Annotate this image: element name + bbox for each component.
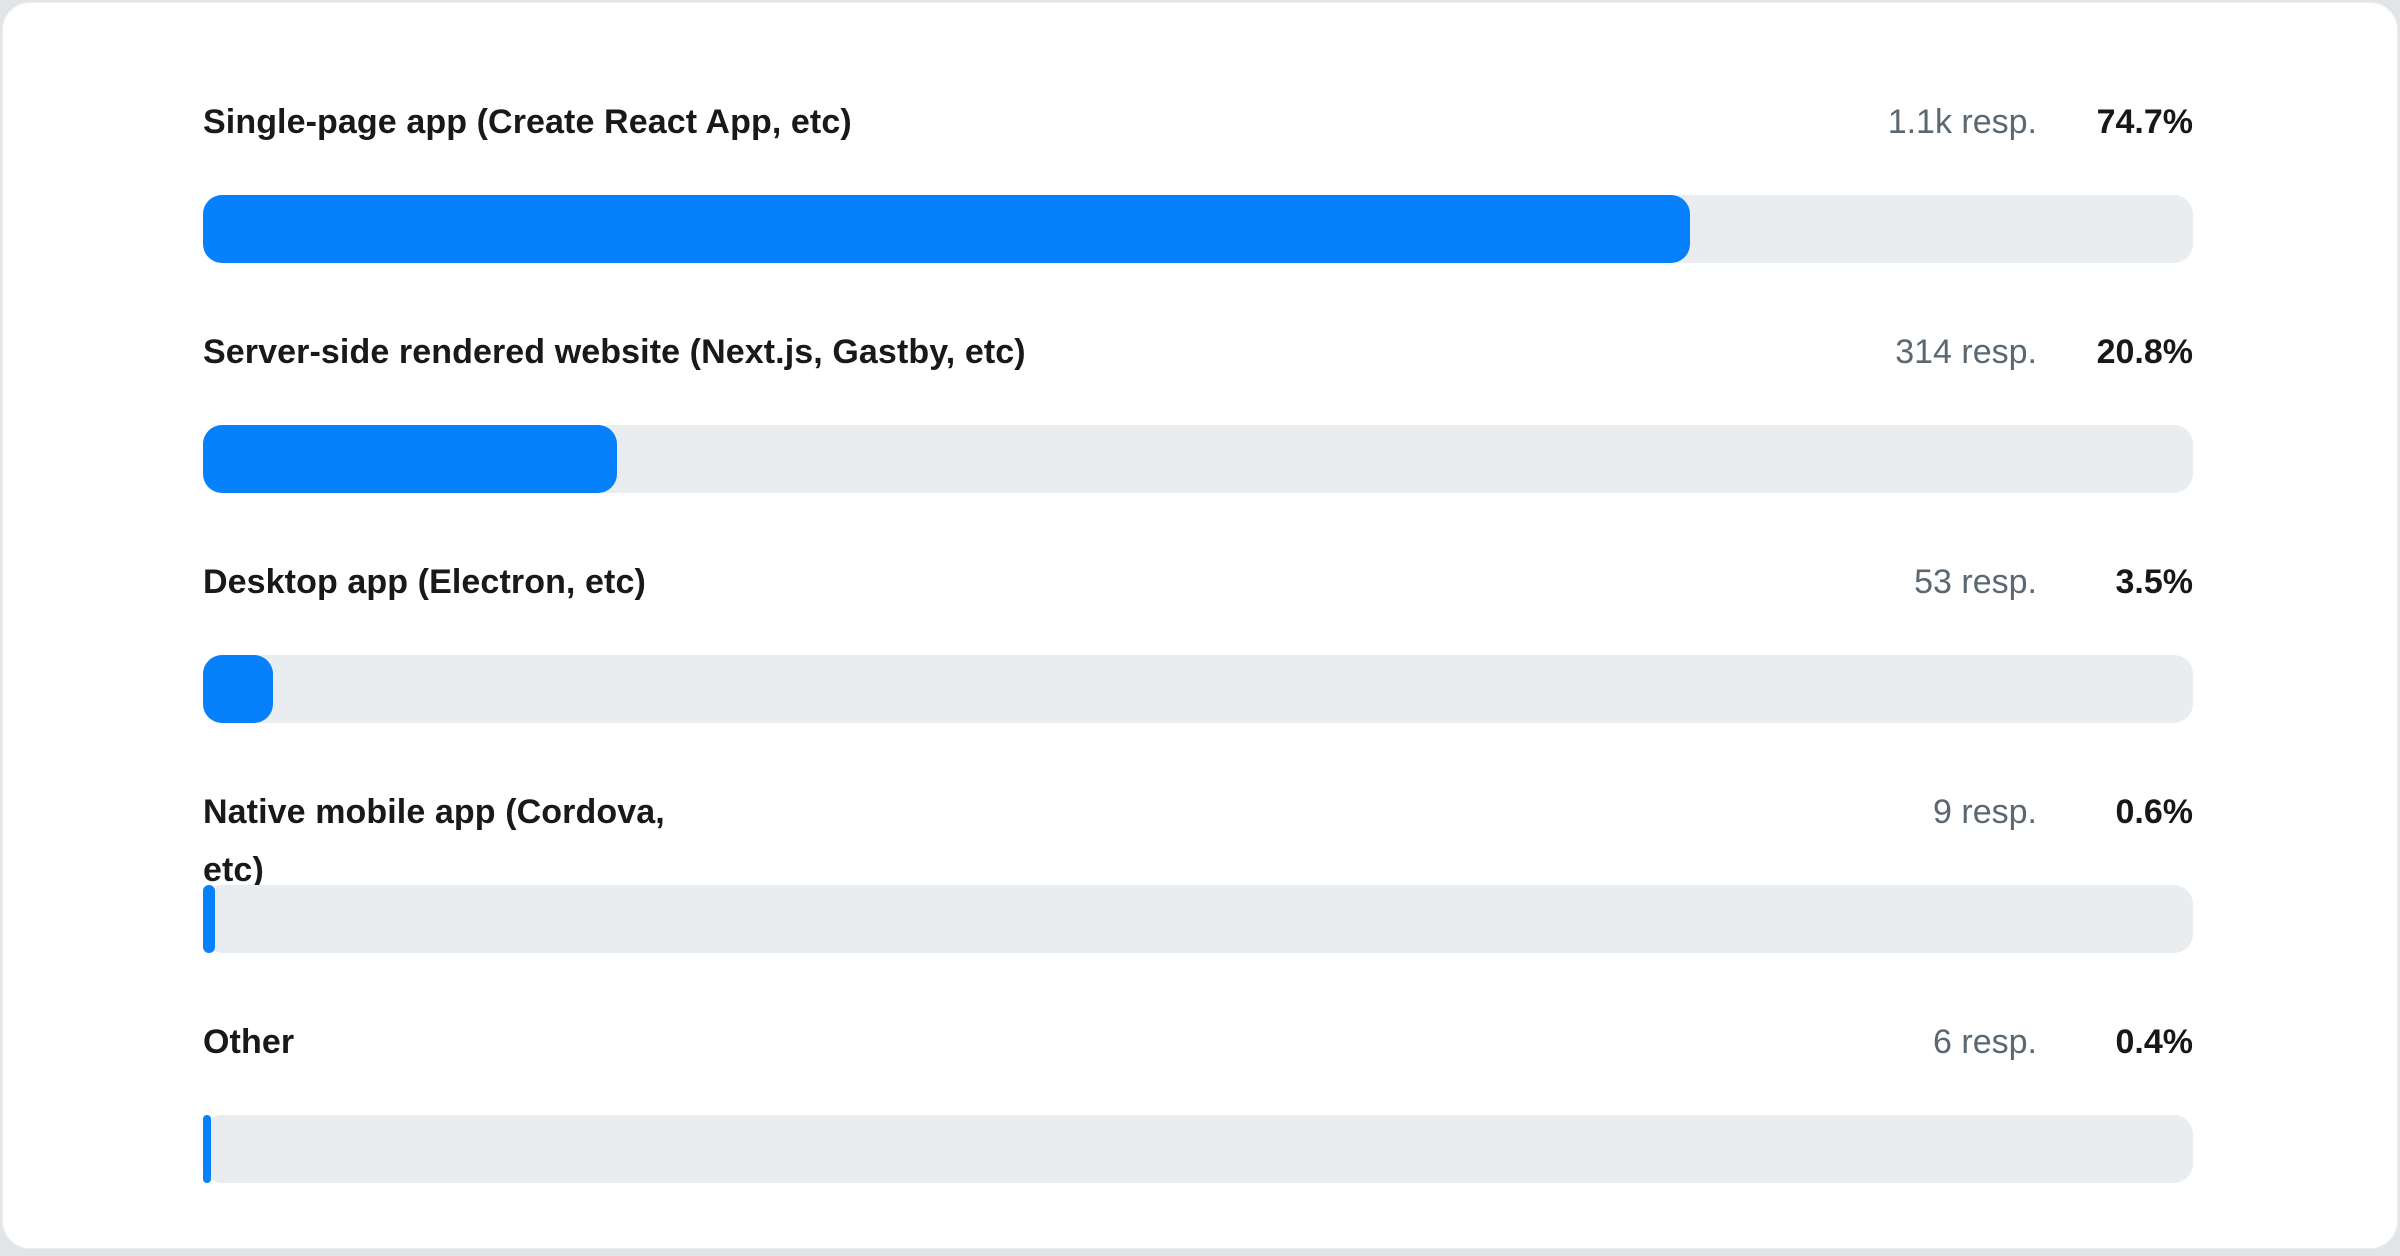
bar-track xyxy=(203,425,2193,493)
bar-fill xyxy=(203,885,215,953)
percent-value: 3.5% xyxy=(2115,563,2194,601)
result-row-single-page-app: Single-page app (Create React App, etc) … xyxy=(203,93,2193,263)
percent-value: 20.8% xyxy=(2096,333,2193,371)
bar-track xyxy=(203,655,2193,723)
bar-fill xyxy=(203,195,1690,263)
row-header: Desktop app (Electron, etc) 53 resp. 3.5… xyxy=(203,553,2193,611)
response-count: 6 resp. xyxy=(1933,1023,2037,1061)
answer-label: Native mobile app (Cordova, etc) xyxy=(203,793,665,889)
bar-fill xyxy=(203,655,273,723)
answer-label: Desktop app (Electron, etc) xyxy=(203,563,646,601)
row-header: Single-page app (Create React App, etc) … xyxy=(203,93,2193,151)
answer-label: Single-page app (Create React App, etc) xyxy=(203,103,852,141)
bar-fill xyxy=(203,1115,211,1183)
percent-value: 0.4% xyxy=(2115,1023,2194,1061)
answer-label: Server-side rendered website (Next.js, G… xyxy=(203,333,1026,371)
answer-label: Other xyxy=(203,1023,295,1061)
percent-value: 0.6% xyxy=(2115,793,2194,831)
bar-track xyxy=(203,1115,2193,1183)
bar-track xyxy=(203,195,2193,263)
response-count: 314 resp. xyxy=(1895,333,2037,371)
row-header: Server-side rendered website (Next.js, G… xyxy=(203,323,2193,381)
response-count: 1.1k resp. xyxy=(1887,103,2037,141)
percent-value: 74.7% xyxy=(2096,103,2193,141)
bar-fill xyxy=(203,425,617,493)
result-row-desktop-app: Desktop app (Electron, etc) 53 resp. 3.5… xyxy=(203,553,2193,723)
response-count: 9 resp. xyxy=(1933,793,2037,831)
row-header: Other 6 resp. 0.4% xyxy=(203,1013,2193,1071)
result-row-other: Other 6 resp. 0.4% xyxy=(203,1013,2193,1183)
response-count: 53 resp. xyxy=(1914,563,2037,601)
result-row-server-side-rendered: Server-side rendered website (Next.js, G… xyxy=(203,323,2193,493)
result-row-native-mobile-app: Native mobile app (Cordova, etc) 9 resp.… xyxy=(203,783,2193,953)
row-header: Native mobile app (Cordova, etc) 9 resp.… xyxy=(203,783,2194,889)
bar-track xyxy=(203,885,2193,953)
